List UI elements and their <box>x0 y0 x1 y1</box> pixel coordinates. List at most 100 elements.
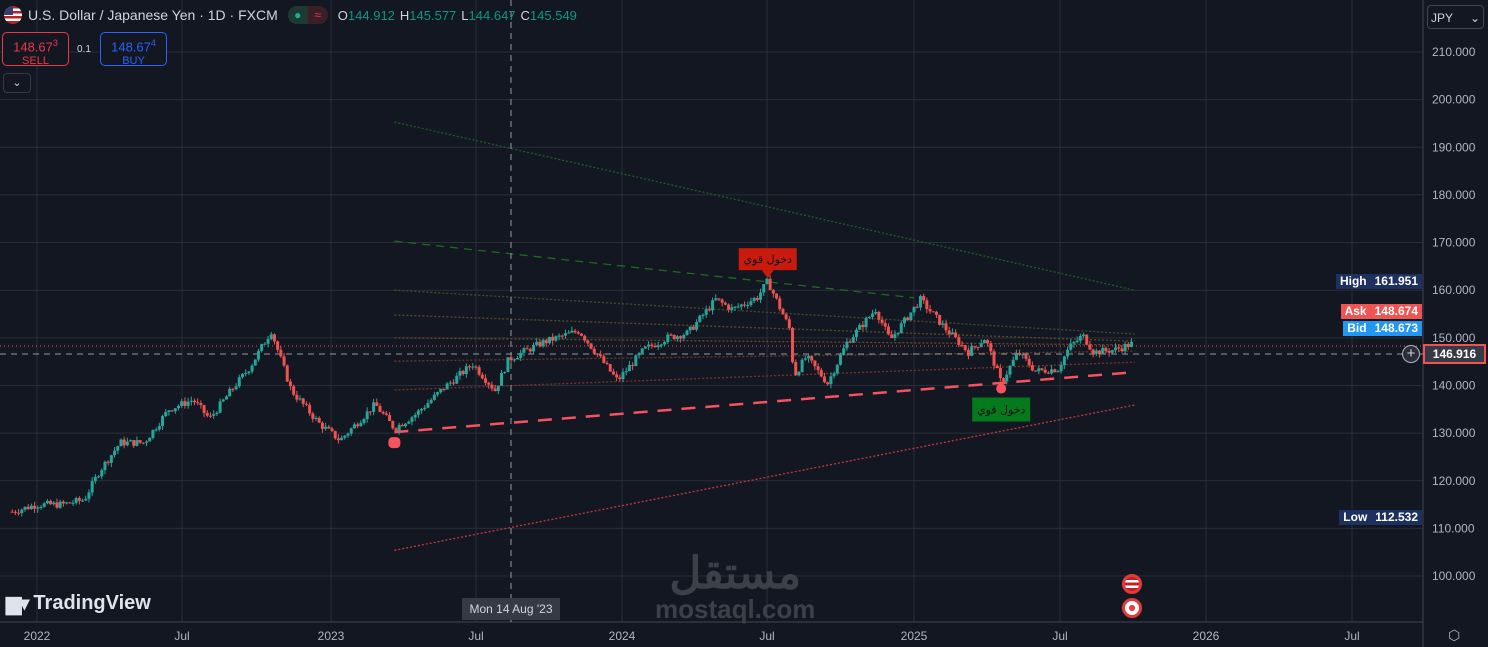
candle-body <box>973 346 977 348</box>
bid-label: Bid 148.673 <box>1343 321 1422 336</box>
candle-body <box>93 476 97 482</box>
candle-body <box>759 292 763 300</box>
candle-body <box>55 502 59 508</box>
price-tick-label: 150.000 <box>1432 331 1476 345</box>
candle-body <box>1056 371 1060 373</box>
candle-body <box>845 341 849 349</box>
candle-body <box>877 312 881 320</box>
high-label: High 161.951 <box>1335 274 1422 289</box>
candle-body <box>631 365 635 367</box>
candle-body <box>883 323 887 327</box>
candle-body <box>113 450 117 456</box>
sell-button[interactable]: 148.673 SELL <box>2 32 69 67</box>
candle-body <box>381 411 385 414</box>
candle-body <box>1021 354 1025 356</box>
expand-chevron-icon[interactable]: ⌄ <box>3 73 31 93</box>
candle-body <box>1088 344 1092 350</box>
time-tick-label: 2025 <box>901 629 928 643</box>
candle-body <box>468 366 472 368</box>
candle-body <box>704 309 708 315</box>
candle-body <box>474 366 478 368</box>
candle-body <box>784 314 788 320</box>
candle-body <box>340 437 344 441</box>
candle-body <box>1046 372 1050 374</box>
candle-body <box>445 383 449 390</box>
candle-body <box>509 357 513 361</box>
candle-body <box>538 341 542 347</box>
candle-body <box>1069 343 1073 350</box>
candle-body <box>659 344 663 346</box>
candle-body <box>109 455 113 463</box>
candle-body <box>244 373 248 375</box>
symbol-header: U.S. Dollar / Japanese Yen · 1D · FXCM ●… <box>4 6 582 24</box>
candle-body <box>1091 349 1095 354</box>
candle-body <box>202 405 206 413</box>
candle-body <box>320 422 324 429</box>
candle-body <box>563 333 567 336</box>
sell-signal-pointer <box>761 270 774 279</box>
candle-body <box>867 316 871 318</box>
trend-line <box>394 404 1135 551</box>
candle-body <box>346 433 350 436</box>
us-economic-event-icon[interactable] <box>1122 574 1142 594</box>
candle-body <box>356 424 360 427</box>
add-alert-plus-icon[interactable]: + <box>1402 345 1420 363</box>
candle-body <box>1034 370 1038 372</box>
candle-body <box>420 409 424 411</box>
jp-economic-event-icon[interactable] <box>1122 598 1142 618</box>
candle-body <box>861 324 865 328</box>
candle-body <box>372 402 376 412</box>
candle-body <box>711 300 715 311</box>
candle-body <box>957 337 961 345</box>
buy-signal-marker <box>996 383 1007 394</box>
candle-body <box>391 421 395 429</box>
candle-body <box>397 424 401 431</box>
price-tick-label: 200.000 <box>1432 93 1476 107</box>
candle-body <box>10 511 14 513</box>
price-tick-label: 110.000 <box>1432 521 1475 535</box>
buy-button[interactable]: 148.674 BUY <box>100 32 167 67</box>
mostaql-watermark: مستقل mostaql.com <box>655 549 816 624</box>
candle-body <box>439 388 443 393</box>
currency-select[interactable]: JPY ⌄ <box>1427 5 1484 29</box>
candle-body <box>426 403 430 408</box>
candle-body <box>455 375 459 384</box>
time-tick-label: 2022 <box>24 629 51 643</box>
chart-settings-gear-icon[interactable]: ⬡ <box>1448 627 1461 643</box>
candle-body <box>49 500 53 505</box>
candle-body <box>224 396 228 400</box>
candle-body <box>240 373 244 378</box>
candle-body <box>461 371 465 375</box>
candle-body <box>743 304 747 306</box>
candle-body <box>663 341 667 345</box>
candle-body <box>544 340 548 344</box>
candle-body <box>384 413 388 416</box>
candle-body <box>1117 347 1121 349</box>
candle-body <box>490 384 494 389</box>
candle-body <box>592 348 596 354</box>
candle-body <box>1050 369 1054 374</box>
crosshair-price-label: 146.916 <box>1423 344 1486 364</box>
candle-body <box>1037 368 1041 372</box>
candle-body <box>746 305 750 307</box>
candle-body <box>858 324 862 330</box>
candle-body <box>800 359 804 372</box>
candle-body <box>618 377 622 380</box>
buy-signal-text: دخول قوي <box>977 404 1026 417</box>
time-tick-label: 2024 <box>609 629 636 643</box>
candle-body <box>1114 347 1118 351</box>
candle-body <box>691 326 695 330</box>
candle-body <box>707 309 711 311</box>
candle-body <box>29 505 33 510</box>
candle-body <box>263 343 267 345</box>
candle-body <box>1062 356 1066 366</box>
candle-body <box>531 345 535 352</box>
symbol-title[interactable]: U.S. Dollar / Japanese Yen · 1D · FXCM <box>28 7 278 23</box>
candle-body <box>627 365 631 372</box>
market-status[interactable]: ● ≈ <box>287 6 328 24</box>
candle-body <box>848 341 852 343</box>
candle-body <box>557 335 561 337</box>
candle-body <box>1107 350 1111 353</box>
candle-body <box>208 415 212 417</box>
